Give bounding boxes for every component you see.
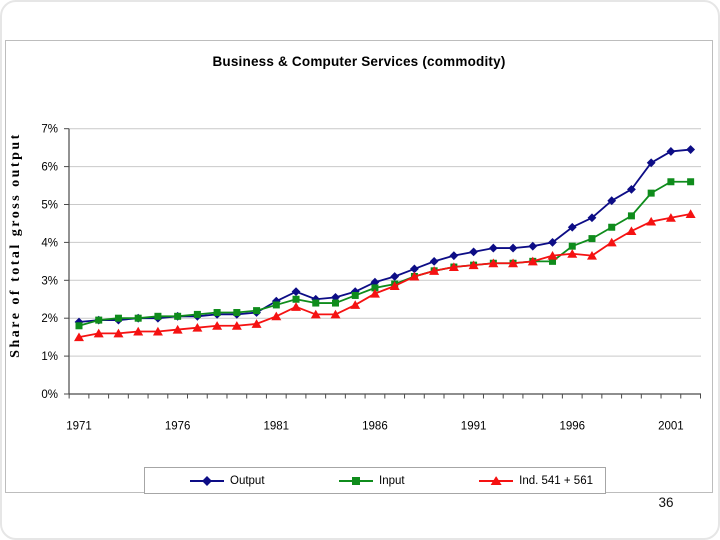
output-diamond-icon <box>202 475 212 486</box>
svg-text:5%: 5% <box>41 200 58 212</box>
svg-text:2%: 2% <box>41 313 58 325</box>
svg-text:1996: 1996 <box>559 421 585 433</box>
ind541-triangle-icon <box>490 476 502 485</box>
input-square-icon <box>352 476 361 485</box>
page-number: 36 <box>658 495 674 510</box>
svg-text:1971: 1971 <box>66 421 92 433</box>
output-line-sample <box>190 475 224 486</box>
chart-plot: 0% 1% 2% 3% 4% 5% 6% 7% 1971 1976 1981 1986 1991 1996… <box>41 124 701 433</box>
svg-text:3%: 3% <box>41 275 58 287</box>
svg-text:1976: 1976 <box>165 421 191 433</box>
svg-text:6%: 6% <box>41 162 58 174</box>
legend-label-output: Output <box>230 474 265 487</box>
ind541-line-sample <box>479 476 514 485</box>
svg-text:1986: 1986 <box>362 421 388 433</box>
legend-label-input: Input <box>379 474 405 487</box>
svg-text:4%: 4% <box>41 237 58 249</box>
chart-area: Business & Computer Services (commodity)… <box>5 40 713 494</box>
svg-text:1%: 1% <box>41 351 58 363</box>
svg-text:2001: 2001 <box>658 421 684 433</box>
legend-item-ind541-561: Ind. 541 + 561 <box>479 475 593 487</box>
svg-text:1991: 1991 <box>461 421 487 433</box>
legend-item-input: Input <box>339 475 405 487</box>
legend-label-ind541-561: Ind. 541 + 561 <box>519 474 593 487</box>
legend-item-output: Output <box>190 475 265 487</box>
chart-legend: Output Input Ind. 541 + 561 <box>144 467 606 494</box>
svg-text:1981: 1981 <box>264 421 290 433</box>
svg-text:7%: 7% <box>41 124 58 136</box>
svg-text:0%: 0% <box>41 389 58 401</box>
input-line-sample <box>339 476 374 485</box>
chart-title: Business & Computer Services (commodity) <box>212 54 506 69</box>
